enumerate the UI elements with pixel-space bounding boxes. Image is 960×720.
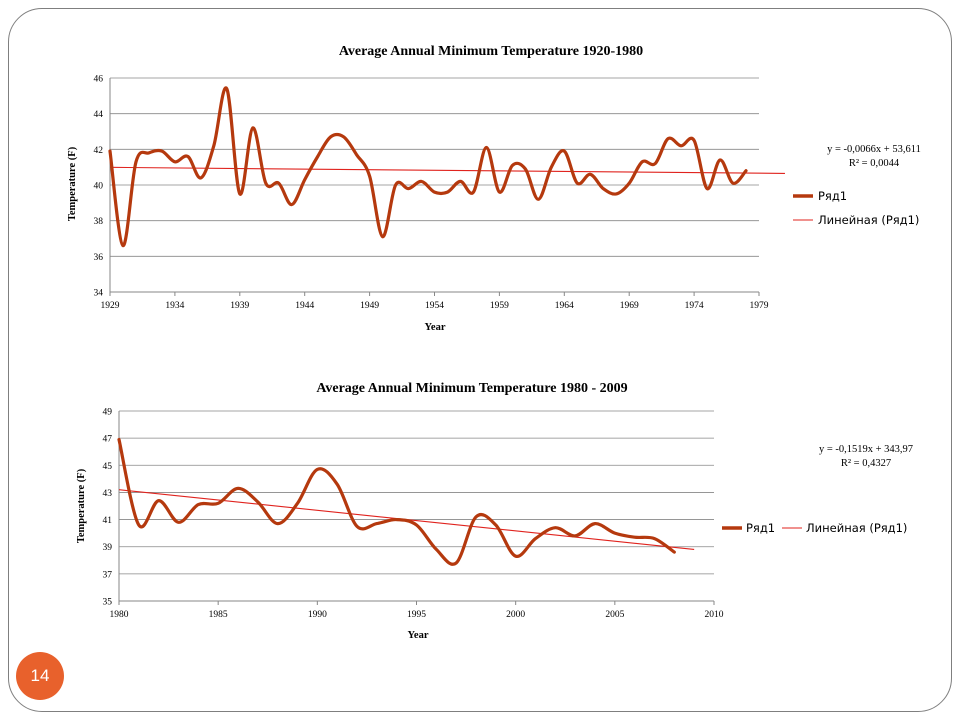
x-tick-label: 2000 bbox=[506, 610, 525, 620]
trendline bbox=[109, 166, 785, 174]
chart-2-title: Average Annual Minimum Temperature 1980 … bbox=[316, 381, 627, 396]
chart-1-x-axis-title: Year bbox=[425, 322, 446, 333]
page-number-badge: 14 bbox=[16, 652, 64, 700]
y-tick-label: 42 bbox=[94, 146, 104, 156]
x-tick-label: 1959 bbox=[490, 301, 509, 311]
y-tick-label: 39 bbox=[103, 543, 113, 553]
x-tick-label: 1964 bbox=[555, 301, 574, 311]
chart-2-x-axis-title: Year bbox=[408, 630, 429, 641]
chart-2-temperature-1980-2009: Average Annual Minimum Temperature 1980 … bbox=[76, 381, 913, 641]
x-tick-label: 1985 bbox=[209, 610, 228, 620]
y-tick-label: 36 bbox=[94, 253, 104, 263]
y-tick-label: 43 bbox=[103, 489, 113, 499]
x-tick-label: 1954 bbox=[425, 301, 444, 311]
y-tick-label: 35 bbox=[103, 598, 113, 608]
chart-2-legend-trend-label: Линейная (Ряд1) bbox=[806, 521, 907, 535]
chart-1-y-axis-title: Temperature (F) bbox=[67, 146, 78, 221]
x-tick-label: 1979 bbox=[750, 301, 769, 311]
chart-1-temperature-1920-1980: Average Annual Minimum Temperature 1920-… bbox=[67, 44, 921, 333]
series-line-ryad1 bbox=[117, 437, 676, 566]
y-tick-label: 41 bbox=[103, 516, 113, 526]
y-tick-label: 47 bbox=[103, 435, 113, 445]
x-tick-label: 1980 bbox=[110, 610, 129, 620]
chart-1-r-squared: R² = 0,0044 bbox=[849, 158, 900, 169]
y-tick-label: 46 bbox=[94, 75, 104, 85]
series-line-ryad1 bbox=[108, 86, 748, 248]
chart-1-legend-trend-label: Линейная (Ряд1) bbox=[818, 213, 919, 227]
chart-1-title: Average Annual Minimum Temperature 1920-… bbox=[339, 44, 643, 59]
x-tick-label: 1969 bbox=[620, 301, 639, 311]
x-tick-label: 1990 bbox=[308, 610, 327, 620]
chart-2-r-squared: R² = 0,4327 bbox=[841, 458, 891, 469]
x-tick-label: 1934 bbox=[165, 301, 184, 311]
chart-1-legend-series-label: Ряд1 bbox=[818, 189, 847, 203]
chart-1-trend-equation: y = -0,0066x + 53,611 bbox=[827, 144, 921, 155]
page-number: 14 bbox=[30, 666, 50, 685]
x-tick-label: 1944 bbox=[295, 301, 314, 311]
y-tick-label: 34 bbox=[94, 289, 104, 299]
y-tick-label: 38 bbox=[94, 217, 104, 227]
x-tick-label: 2010 bbox=[705, 610, 724, 620]
y-tick-label: 49 bbox=[103, 408, 113, 418]
chart-2-trend-equation: y = -0,1519x + 343,97 bbox=[819, 444, 913, 455]
x-tick-label: 1939 bbox=[230, 301, 249, 311]
y-tick-label: 45 bbox=[103, 462, 113, 472]
y-tick-label: 37 bbox=[103, 570, 113, 580]
x-tick-label: 2005 bbox=[605, 610, 624, 620]
y-tick-label: 40 bbox=[94, 182, 104, 192]
x-tick-label: 1995 bbox=[407, 610, 426, 620]
y-tick-label: 44 bbox=[94, 110, 104, 120]
chart-2-legend-series-label: Ряд1 bbox=[746, 521, 775, 535]
x-tick-label: 1929 bbox=[101, 301, 120, 311]
slide-frame bbox=[8, 8, 952, 712]
x-tick-label: 1974 bbox=[685, 301, 704, 311]
chart-2-y-axis-title: Temperature (F) bbox=[76, 468, 87, 543]
x-tick-label: 1949 bbox=[360, 301, 379, 311]
